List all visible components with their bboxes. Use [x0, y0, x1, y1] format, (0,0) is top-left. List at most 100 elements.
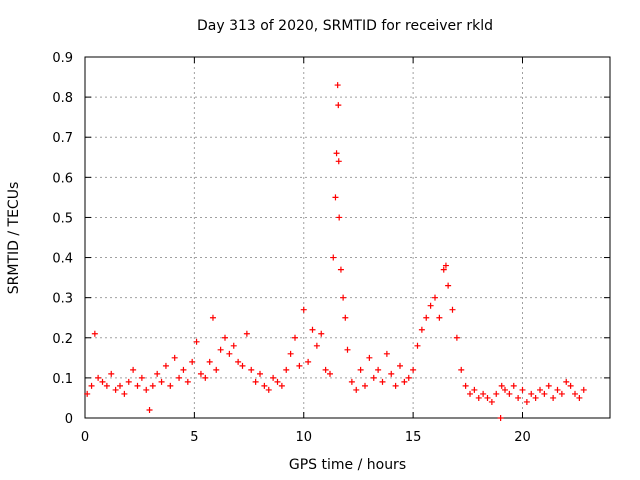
data-point: [213, 366, 220, 373]
data-point: [510, 382, 517, 389]
data-point: [143, 386, 150, 393]
data-point: [134, 382, 141, 389]
data-point: [392, 382, 399, 389]
data-point: [554, 386, 561, 393]
data-point: [340, 294, 347, 301]
data-point: [296, 362, 303, 369]
data-point: [235, 358, 242, 365]
x-tick-label: 20: [514, 430, 531, 445]
data-point: [158, 378, 165, 385]
x-tick-label: 10: [295, 430, 312, 445]
data-point: [493, 390, 500, 397]
data-point: [180, 366, 187, 373]
data-point: [121, 390, 128, 397]
y-tick-label: 0.3: [52, 292, 73, 307]
data-point: [252, 378, 259, 385]
data-point: [239, 362, 246, 369]
data-point: [427, 302, 434, 309]
data-point: [440, 266, 447, 273]
data-point: [184, 378, 191, 385]
y-tick-label: 0.8: [52, 91, 73, 106]
data-point: [370, 374, 377, 381]
data-point: [458, 366, 465, 373]
data-point: [480, 390, 487, 397]
data-point: [202, 374, 209, 381]
y-tick-label: 0.5: [52, 211, 73, 226]
data-point: [335, 102, 342, 109]
data-point: [453, 334, 460, 341]
data-point: [230, 342, 237, 349]
data-point: [206, 358, 213, 365]
data-point: [401, 378, 408, 385]
data-point: [357, 366, 364, 373]
data-point: [537, 386, 543, 393]
data-point: [576, 394, 583, 401]
data-point: [348, 378, 355, 385]
data-point: [580, 386, 587, 393]
data-point: [414, 342, 421, 349]
data-point: [146, 406, 153, 413]
data-point: [226, 350, 233, 357]
data-point: [475, 394, 482, 401]
data-point: [283, 366, 290, 373]
data-point: [375, 366, 382, 373]
data-point: [532, 394, 539, 401]
data-point: [506, 390, 513, 397]
y-tick-label: 0.4: [52, 252, 73, 267]
data-point: [467, 390, 473, 397]
data-point: [342, 314, 349, 321]
y-axis-label: SRMTID / TECUs: [6, 181, 22, 295]
data-point: [423, 314, 430, 321]
data-point: [471, 386, 478, 393]
data-point: [567, 382, 574, 389]
data-point: [330, 254, 337, 261]
data-point: [108, 370, 115, 377]
data-point: [528, 390, 535, 397]
data-point: [550, 394, 557, 401]
data-point: [193, 338, 200, 345]
data-point: [523, 398, 530, 405]
data-point: [222, 334, 228, 341]
data-point: [138, 374, 145, 381]
data-point: [335, 158, 342, 165]
data-point: [498, 382, 505, 389]
data-point: [95, 374, 102, 381]
data-point: [91, 330, 98, 337]
data-point: [353, 386, 360, 393]
data-point: [278, 382, 285, 389]
data-point: [125, 378, 132, 385]
data-point: [432, 294, 438, 301]
data-point: [197, 370, 204, 377]
data-point: [322, 366, 329, 373]
data-point: [484, 394, 491, 401]
data-point: [362, 382, 368, 389]
data-point: [243, 330, 250, 337]
data-point: [388, 370, 395, 377]
data-point: [497, 415, 504, 421]
data-point: [558, 390, 565, 397]
data-point: [162, 362, 169, 369]
data-point: [545, 382, 552, 389]
y-tick-label: 0.6: [52, 171, 73, 186]
data-point: [217, 346, 224, 353]
data-point: [292, 334, 298, 341]
data-point: [405, 374, 412, 381]
data-point: [149, 382, 156, 389]
data-point: [572, 390, 578, 397]
data-point: [519, 386, 526, 393]
y-tick-label: 0.2: [52, 332, 73, 347]
y-tick-label: 0.9: [52, 51, 73, 66]
data-point: [333, 150, 340, 157]
data-point: [318, 330, 325, 337]
data-point: [313, 342, 320, 349]
data-point: [366, 354, 373, 361]
data-point: [502, 386, 508, 393]
data-point: [418, 326, 425, 333]
data-point: [84, 390, 91, 397]
y-tick-label: 0: [65, 412, 73, 427]
data-point: [327, 370, 333, 377]
data-point: [287, 350, 294, 357]
data-point: [442, 262, 449, 269]
data-point: [515, 394, 522, 401]
